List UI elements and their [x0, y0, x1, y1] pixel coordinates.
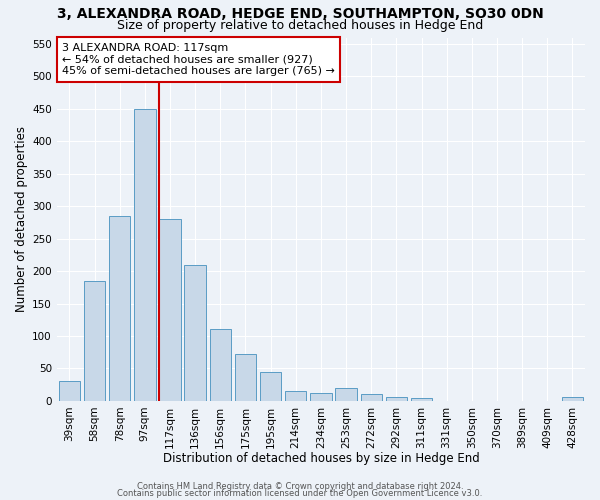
Text: Size of property relative to detached houses in Hedge End: Size of property relative to detached ho…	[117, 19, 483, 32]
Text: 3, ALEXANDRA ROAD, HEDGE END, SOUTHAMPTON, SO30 0DN: 3, ALEXANDRA ROAD, HEDGE END, SOUTHAMPTO…	[56, 8, 544, 22]
Bar	[310, 393, 332, 401]
Bar	[134, 109, 155, 401]
Bar	[209, 330, 231, 401]
Text: Contains HM Land Registry data © Crown copyright and database right 2024.: Contains HM Land Registry data © Crown c…	[137, 482, 463, 491]
Text: 3 ALEXANDRA ROAD: 117sqm
← 54% of detached houses are smaller (927)
45% of semi-: 3 ALEXANDRA ROAD: 117sqm ← 54% of detach…	[62, 43, 335, 76]
Bar	[109, 216, 130, 401]
Bar	[260, 372, 281, 401]
Y-axis label: Number of detached properties: Number of detached properties	[15, 126, 28, 312]
Bar	[84, 281, 105, 401]
Bar	[285, 391, 307, 401]
Text: Contains public sector information licensed under the Open Government Licence v3: Contains public sector information licen…	[118, 489, 482, 498]
Bar	[59, 382, 80, 401]
Bar	[386, 397, 407, 401]
Bar	[184, 264, 206, 401]
Bar	[159, 219, 181, 401]
Bar	[235, 354, 256, 401]
Bar	[562, 397, 583, 401]
Bar	[335, 388, 357, 401]
X-axis label: Distribution of detached houses by size in Hedge End: Distribution of detached houses by size …	[163, 452, 479, 465]
Bar	[361, 394, 382, 401]
Bar	[411, 398, 432, 401]
